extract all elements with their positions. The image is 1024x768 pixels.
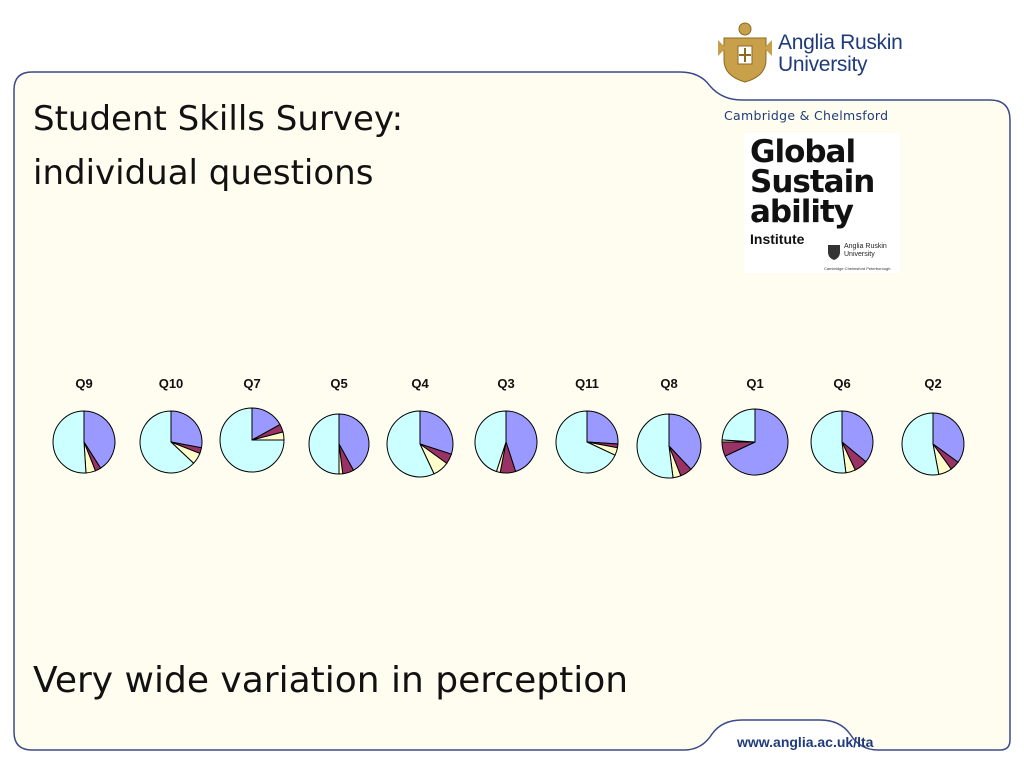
pie-slice	[586, 410, 619, 445]
pie-q5: Q5	[308, 376, 370, 475]
pie-slice	[636, 413, 674, 479]
pie-q4: Q4	[386, 376, 454, 478]
pie-label: Q2	[924, 376, 941, 391]
pie-slice	[932, 412, 965, 463]
pie-slice	[505, 410, 538, 473]
pie-label: Q5	[330, 376, 347, 391]
gsi-word-2: Sustain	[750, 164, 875, 200]
university-name-line-2: University	[778, 53, 868, 76]
pie-slice	[721, 408, 756, 443]
title-line-2: individual questions	[33, 153, 374, 193]
pie-slice	[338, 413, 370, 471]
pie-label: Q6	[833, 376, 850, 391]
gsi-university-line-2: University	[844, 251, 875, 258]
pie-q11: Q11	[555, 376, 619, 474]
pie-label: Q1	[746, 376, 763, 391]
pie-slice	[810, 410, 847, 474]
pie-slice	[841, 410, 874, 463]
gsi-logo: Global Sustain ability Institute Anglia …	[744, 133, 900, 273]
pie-slice	[308, 413, 340, 475]
pie-label: Q10	[159, 376, 184, 391]
pie-q3: Q3	[474, 376, 538, 474]
pie-q6: Q6	[810, 376, 874, 474]
pie-label: Q9	[75, 376, 92, 391]
pie-label: Q8	[660, 376, 677, 391]
pie-slice	[555, 410, 616, 474]
title-line-1: Student Skills Survey:	[33, 99, 404, 139]
pie-q8: Q8	[636, 376, 702, 479]
website-url: www.anglia.ac.uk/lta	[737, 734, 874, 750]
gsi-word-4: Institute	[750, 231, 805, 247]
campus-text: Cambridge & Chelmsford	[724, 108, 889, 123]
pie-q7: Q7	[219, 376, 285, 473]
gsi-word-3: ability	[750, 194, 854, 230]
gsi-word-1: Global	[750, 134, 856, 170]
pie-slice	[219, 407, 285, 473]
pie-slice	[52, 410, 87, 474]
pie-slice	[386, 410, 435, 478]
university-logo: Anglia Ruskin University	[716, 18, 916, 88]
pie-slice	[139, 410, 195, 474]
pie-slice	[170, 410, 203, 449]
university-name: Anglia Ruskin University	[778, 32, 903, 76]
small-crest-icon	[828, 245, 840, 260]
pie-slice	[474, 410, 507, 473]
pie-q9: Q9	[52, 376, 116, 474]
pie-label: Q4	[411, 376, 429, 391]
pie-slice	[668, 413, 702, 471]
university-name-line-1: Anglia Ruskin	[778, 31, 903, 54]
gsi-campuses: Cambridge Chelmsford Peterborough	[824, 266, 891, 271]
gsi-university-line-1: Anglia Ruskin	[844, 243, 887, 250]
pie-slice	[419, 410, 454, 455]
footer-statement: Very wide variation in perception	[33, 660, 629, 701]
pie-q10: Q10	[139, 376, 203, 474]
pie-label: Q3	[497, 376, 514, 391]
gsi-university-name: Anglia Ruskin University	[844, 243, 887, 259]
pie-label: Q11	[575, 376, 599, 391]
pie-q1: Q1	[721, 376, 789, 476]
page-title: Student Skills Survey: individual questi…	[33, 92, 403, 200]
pie-slice	[724, 408, 789, 476]
pie-slice	[901, 412, 940, 476]
pie-q2: Q2	[901, 376, 965, 476]
crest-icon	[718, 22, 772, 83]
pie-label: Q7	[243, 376, 260, 391]
